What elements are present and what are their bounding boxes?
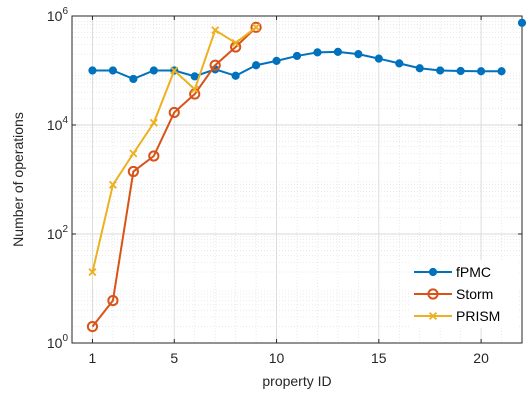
data-point bbox=[86, 320, 99, 333]
legend-label: PRISM bbox=[456, 308, 500, 324]
legend-item-prism: PRISM bbox=[414, 308, 500, 324]
data-point bbox=[415, 64, 424, 73]
data-point bbox=[211, 26, 220, 35]
series-prism bbox=[88, 23, 261, 277]
data-point bbox=[252, 23, 261, 32]
data-point bbox=[250, 21, 262, 33]
y-axis-label: Number of operations bbox=[10, 112, 26, 247]
data-point bbox=[292, 51, 302, 61]
data-point bbox=[129, 74, 138, 84]
axes-box bbox=[71, 15, 523, 344]
data-point bbox=[374, 54, 383, 63]
data-point bbox=[129, 149, 138, 158]
data-point bbox=[88, 268, 97, 277]
legend-label: Storm bbox=[456, 286, 493, 302]
data-point bbox=[436, 66, 445, 75]
y-tick-label: 104 bbox=[47, 115, 69, 133]
data-point bbox=[395, 59, 404, 68]
data-point bbox=[497, 67, 506, 76]
y-tick-label: 102 bbox=[47, 224, 69, 242]
y-tick-label: 100 bbox=[47, 333, 69, 351]
legend-marker bbox=[428, 267, 438, 277]
data-point bbox=[333, 47, 343, 56]
data-point bbox=[170, 66, 179, 75]
data-point bbox=[231, 38, 240, 48]
data-point bbox=[476, 67, 486, 76]
legend: fPMC Storm PRISM bbox=[410, 260, 518, 328]
data-point bbox=[107, 294, 119, 307]
legend-label: fPMC bbox=[456, 264, 491, 280]
series-storm bbox=[86, 21, 262, 333]
series-layer bbox=[86, 18, 527, 333]
data-point bbox=[148, 150, 160, 162]
x-tick-label: 20 bbox=[473, 350, 489, 366]
data-point bbox=[108, 180, 117, 189]
series-fpmc bbox=[88, 18, 527, 84]
data-point bbox=[231, 71, 240, 80]
data-point bbox=[209, 59, 221, 71]
data-point bbox=[272, 56, 281, 66]
y-tick-label: 106 bbox=[47, 6, 69, 24]
data-point bbox=[517, 18, 527, 27]
x-tick-label: 5 bbox=[170, 350, 178, 366]
x-tick-label: 1 bbox=[89, 350, 97, 366]
x-tick-label: 15 bbox=[371, 350, 387, 366]
data-point bbox=[456, 66, 465, 76]
x-tick-label: 10 bbox=[269, 350, 285, 366]
data-point bbox=[190, 72, 199, 81]
legend-item-storm: Storm bbox=[414, 286, 493, 302]
data-point bbox=[190, 85, 199, 94]
data-point bbox=[168, 106, 180, 119]
legend-marker bbox=[428, 311, 438, 321]
x-axis-label: property ID bbox=[262, 373, 331, 389]
data-point bbox=[354, 49, 363, 59]
series-line-storm bbox=[91, 26, 257, 328]
legend-item-fpmc: fPMC bbox=[414, 264, 491, 280]
legend-marker bbox=[427, 288, 439, 300]
data-point bbox=[149, 66, 158, 75]
data-point bbox=[127, 165, 139, 178]
data-point bbox=[251, 61, 261, 70]
data-point bbox=[88, 66, 97, 75]
data-point bbox=[149, 118, 158, 127]
data-point bbox=[313, 48, 322, 57]
data-point bbox=[108, 66, 118, 75]
